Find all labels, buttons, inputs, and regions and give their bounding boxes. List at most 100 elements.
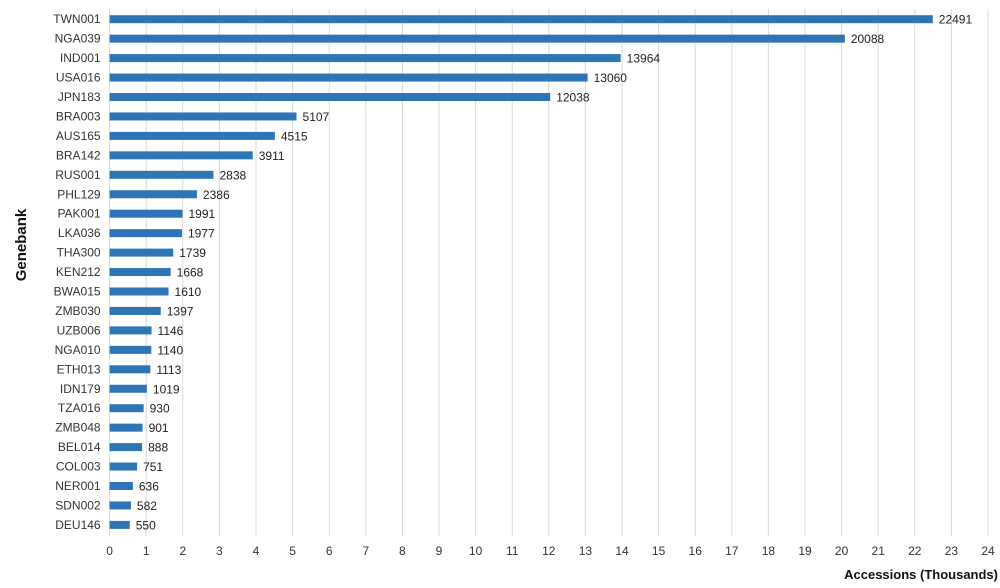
value-label: 550 <box>136 518 156 532</box>
x-tick-label: 15 <box>652 544 666 558</box>
value-label: 1113 <box>156 363 181 377</box>
category-label: DEU146 <box>55 518 101 532</box>
x-tick-label: 2 <box>179 544 186 558</box>
bar-bel014 <box>109 443 143 452</box>
x-tick-label: 18 <box>762 544 776 558</box>
category-label: AUS165 <box>56 129 101 143</box>
category-label: USA016 <box>56 71 101 85</box>
bar-zmb048 <box>109 423 143 432</box>
bar-rus001 <box>109 170 214 179</box>
category-label: KEN212 <box>56 265 101 279</box>
bar-ind001 <box>109 54 621 63</box>
x-tick-label: 20 <box>835 544 849 558</box>
value-label: 888 <box>148 441 168 455</box>
x-tick-label: 16 <box>689 544 703 558</box>
bar-tza016 <box>109 404 144 413</box>
category-label: BEL014 <box>58 440 101 454</box>
bars <box>109 15 933 529</box>
category-label: PHL129 <box>57 187 101 201</box>
category-label: IND001 <box>60 51 101 65</box>
x-tick-label: 22 <box>908 544 922 558</box>
bar-nga039 <box>109 34 845 43</box>
category-label: ZMB030 <box>55 304 101 318</box>
bar-jpn183 <box>109 93 551 101</box>
value-label: 636 <box>139 480 159 494</box>
x-tick-label: 6 <box>326 544 333 558</box>
x-tick-label: 5 <box>289 544 296 558</box>
y-axis-title: Genebank <box>13 208 30 281</box>
x-tick-label: 12 <box>542 544 556 558</box>
category-label: LKA036 <box>58 226 101 240</box>
category-label: IDN179 <box>60 382 101 396</box>
x-tick-label: 0 <box>106 544 113 558</box>
bar-eth013 <box>109 365 151 374</box>
value-label: 1397 <box>167 304 194 318</box>
x-tick-label: 1 <box>143 544 150 558</box>
gridlines <box>109 9 989 536</box>
category-labels: TWN001 NGA039 IND001 USA016 JPN183 BRA003 AUS1… <box>53 12 101 532</box>
bar-bra003 <box>109 112 297 121</box>
category-label: THA300 <box>57 246 101 260</box>
category-label: ZMB048 <box>55 421 101 435</box>
x-tick-label: 24 <box>981 544 995 558</box>
value-label: 2838 <box>219 168 246 182</box>
value-label: 1610 <box>175 285 202 299</box>
value-label: 751 <box>143 460 163 474</box>
category-label: JPN183 <box>58 90 101 104</box>
value-label: 12038 <box>556 91 590 105</box>
bar-twn001 <box>109 15 933 24</box>
category-label: TWN001 <box>53 12 101 26</box>
value-label: 1739 <box>179 246 206 260</box>
bar-bwa015 <box>109 287 169 296</box>
bar-bra142 <box>109 151 253 160</box>
category-label: NGA039 <box>55 32 101 46</box>
bar-usa016 <box>109 73 588 82</box>
value-label: 1019 <box>153 382 180 396</box>
value-label: 4515 <box>281 129 308 143</box>
x-tick-label: 11 <box>506 544 519 558</box>
category-label: NER001 <box>55 479 101 493</box>
category-label: COL003 <box>56 460 101 474</box>
bar-phl129 <box>109 190 197 199</box>
x-tick-label: 13 <box>579 544 593 558</box>
x-tick-label: 19 <box>798 544 812 558</box>
bar-zmb030 <box>109 306 161 315</box>
category-label: BRA142 <box>56 148 101 162</box>
value-label: 930 <box>150 402 170 416</box>
bar-pak001 <box>109 209 183 218</box>
value-label: 901 <box>149 421 169 435</box>
value-label: 3911 <box>259 149 285 163</box>
x-tick-label: 8 <box>399 544 406 558</box>
category-label: SDN002 <box>55 498 101 512</box>
value-label: 1668 <box>177 266 204 280</box>
bar-uzb006 <box>109 326 152 335</box>
value-label: 1146 <box>158 324 184 338</box>
bar-aus165 <box>109 131 275 140</box>
value-label: 1140 <box>157 343 183 357</box>
category-label: TZA016 <box>58 401 101 415</box>
value-label: 1991 <box>188 207 215 221</box>
category-label: PAK001 <box>57 207 100 221</box>
x-tick-label: 7 <box>362 544 369 558</box>
x-tick-label: 4 <box>253 544 260 558</box>
value-label: 13964 <box>627 52 661 66</box>
value-label: 13060 <box>594 71 628 85</box>
value-label: 5107 <box>303 110 330 124</box>
bar-sdn002 <box>109 501 131 510</box>
value-label: 20088 <box>851 32 885 46</box>
category-label: NGA010 <box>55 343 101 357</box>
x-tick-label: 10 <box>469 544 483 558</box>
bar-col003 <box>109 462 138 471</box>
x-tick-label: 21 <box>872 544 886 558</box>
value-labels: 22491 20088 13964 13060 12038 5107 4515 3911 283… <box>136 13 973 533</box>
category-label: BWA015 <box>54 285 101 299</box>
category-label: UZB006 <box>57 323 101 337</box>
x-axis-title: Accessions (Thousands) <box>844 567 998 582</box>
category-label: ETH013 <box>57 362 101 376</box>
x-tick-label: 23 <box>945 544 959 558</box>
value-label: 2386 <box>203 188 230 202</box>
x-tick-label: 17 <box>725 544 739 558</box>
category-label: RUS001 <box>55 168 101 182</box>
